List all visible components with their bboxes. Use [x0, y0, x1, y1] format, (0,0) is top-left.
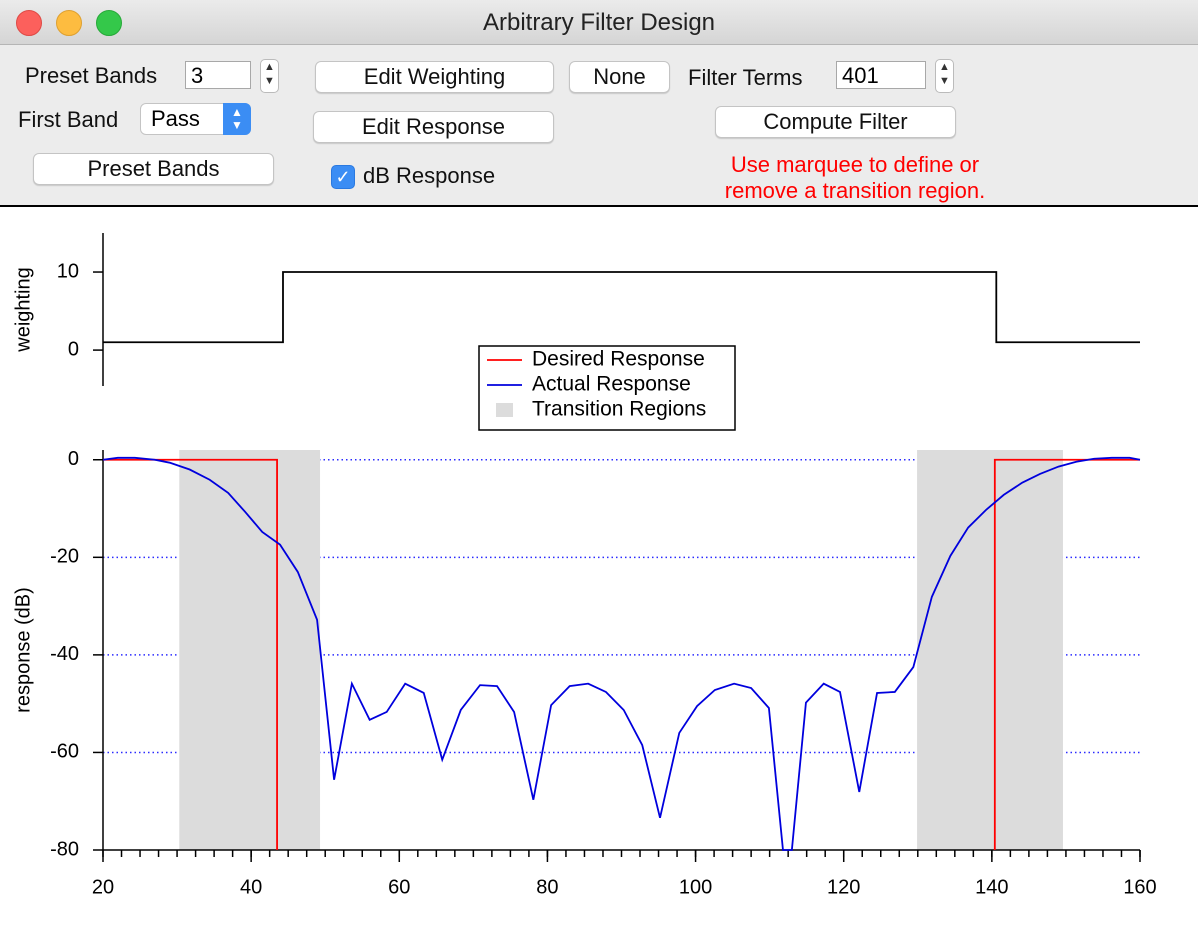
legend-label: Desired Response — [532, 348, 705, 371]
y-tick-label: -40 — [50, 643, 79, 665]
y-tick-label: -60 — [50, 741, 79, 763]
stepper[interactable]: ▲ ▼ — [260, 59, 279, 93]
button[interactable]: Edit Response — [313, 111, 554, 143]
y-axis-label: weighting — [12, 267, 34, 353]
transition-region — [179, 450, 321, 850]
legend-swatch — [496, 403, 513, 417]
series-line — [102, 456, 1141, 851]
label: Filter Terms — [688, 65, 803, 90]
minimize-button[interactable] — [56, 10, 82, 36]
charts: 0 10 weighting -80 -60 -40 -20 0 response (dB) 20… — [12, 233, 1157, 898]
popup-arrow: ▲ ▼ — [223, 103, 251, 135]
hint-text: Use marquee to define or — [730, 152, 980, 177]
close-button[interactable] — [16, 10, 42, 36]
stepper[interactable]: ▲ ▼ — [935, 59, 954, 93]
legend-label: Actual Response — [532, 373, 691, 396]
x-tick-label: 40 — [240, 876, 262, 898]
y-tick-label: 0 — [68, 448, 79, 470]
x-tick-label: 60 — [388, 876, 410, 898]
series-line — [103, 271, 1140, 344]
checkbox-label: dB Response — [363, 163, 496, 188]
y-tick-label: -80 — [50, 838, 79, 860]
hint-text: remove a transition region. — [724, 178, 986, 203]
window-title: Arbitrary Filter Design — [482, 9, 716, 36]
transition-region — [917, 450, 1063, 850]
text-input[interactable]: 3 — [185, 61, 251, 89]
button[interactable]: Edit Weighting — [315, 61, 554, 93]
label: Preset Bands — [25, 63, 158, 88]
title-bar: Arbitrary Filter Design — [0, 0, 1198, 45]
button[interactable]: Compute Filter — [715, 106, 956, 138]
zoom-button[interactable] — [96, 10, 122, 36]
y-tick-label: 10 — [57, 260, 79, 282]
y-tick-label: -20 — [50, 546, 79, 568]
x-tick-label: 140 — [975, 876, 1008, 898]
y-tick-label: 0 — [68, 338, 79, 360]
x-tick-label: 100 — [679, 876, 712, 898]
y-axis-label: response (dB) — [12, 587, 34, 713]
x-tick-label: 20 — [92, 876, 114, 898]
text-input[interactable]: 401 — [836, 61, 926, 89]
popup-menu[interactable]: Pass ▲ ▼ — [140, 103, 251, 135]
button[interactable]: None — [569, 61, 670, 93]
x-tick-label: 120 — [827, 876, 860, 898]
label: First Band — [18, 107, 119, 132]
legend-label: Transition Regions — [532, 398, 706, 421]
control-panel: Preset Bands 3 ▲ ▼ First Band Pass ▲ ▼ Pres… — [0, 45, 1198, 207]
checkbox[interactable]: ✓ — [331, 165, 355, 189]
x-tick-label: 80 — [536, 876, 558, 898]
x-tick-label: 160 — [1123, 876, 1156, 898]
button[interactable]: Preset Bands — [33, 153, 274, 185]
popup-value: Pass — [151, 106, 200, 131]
